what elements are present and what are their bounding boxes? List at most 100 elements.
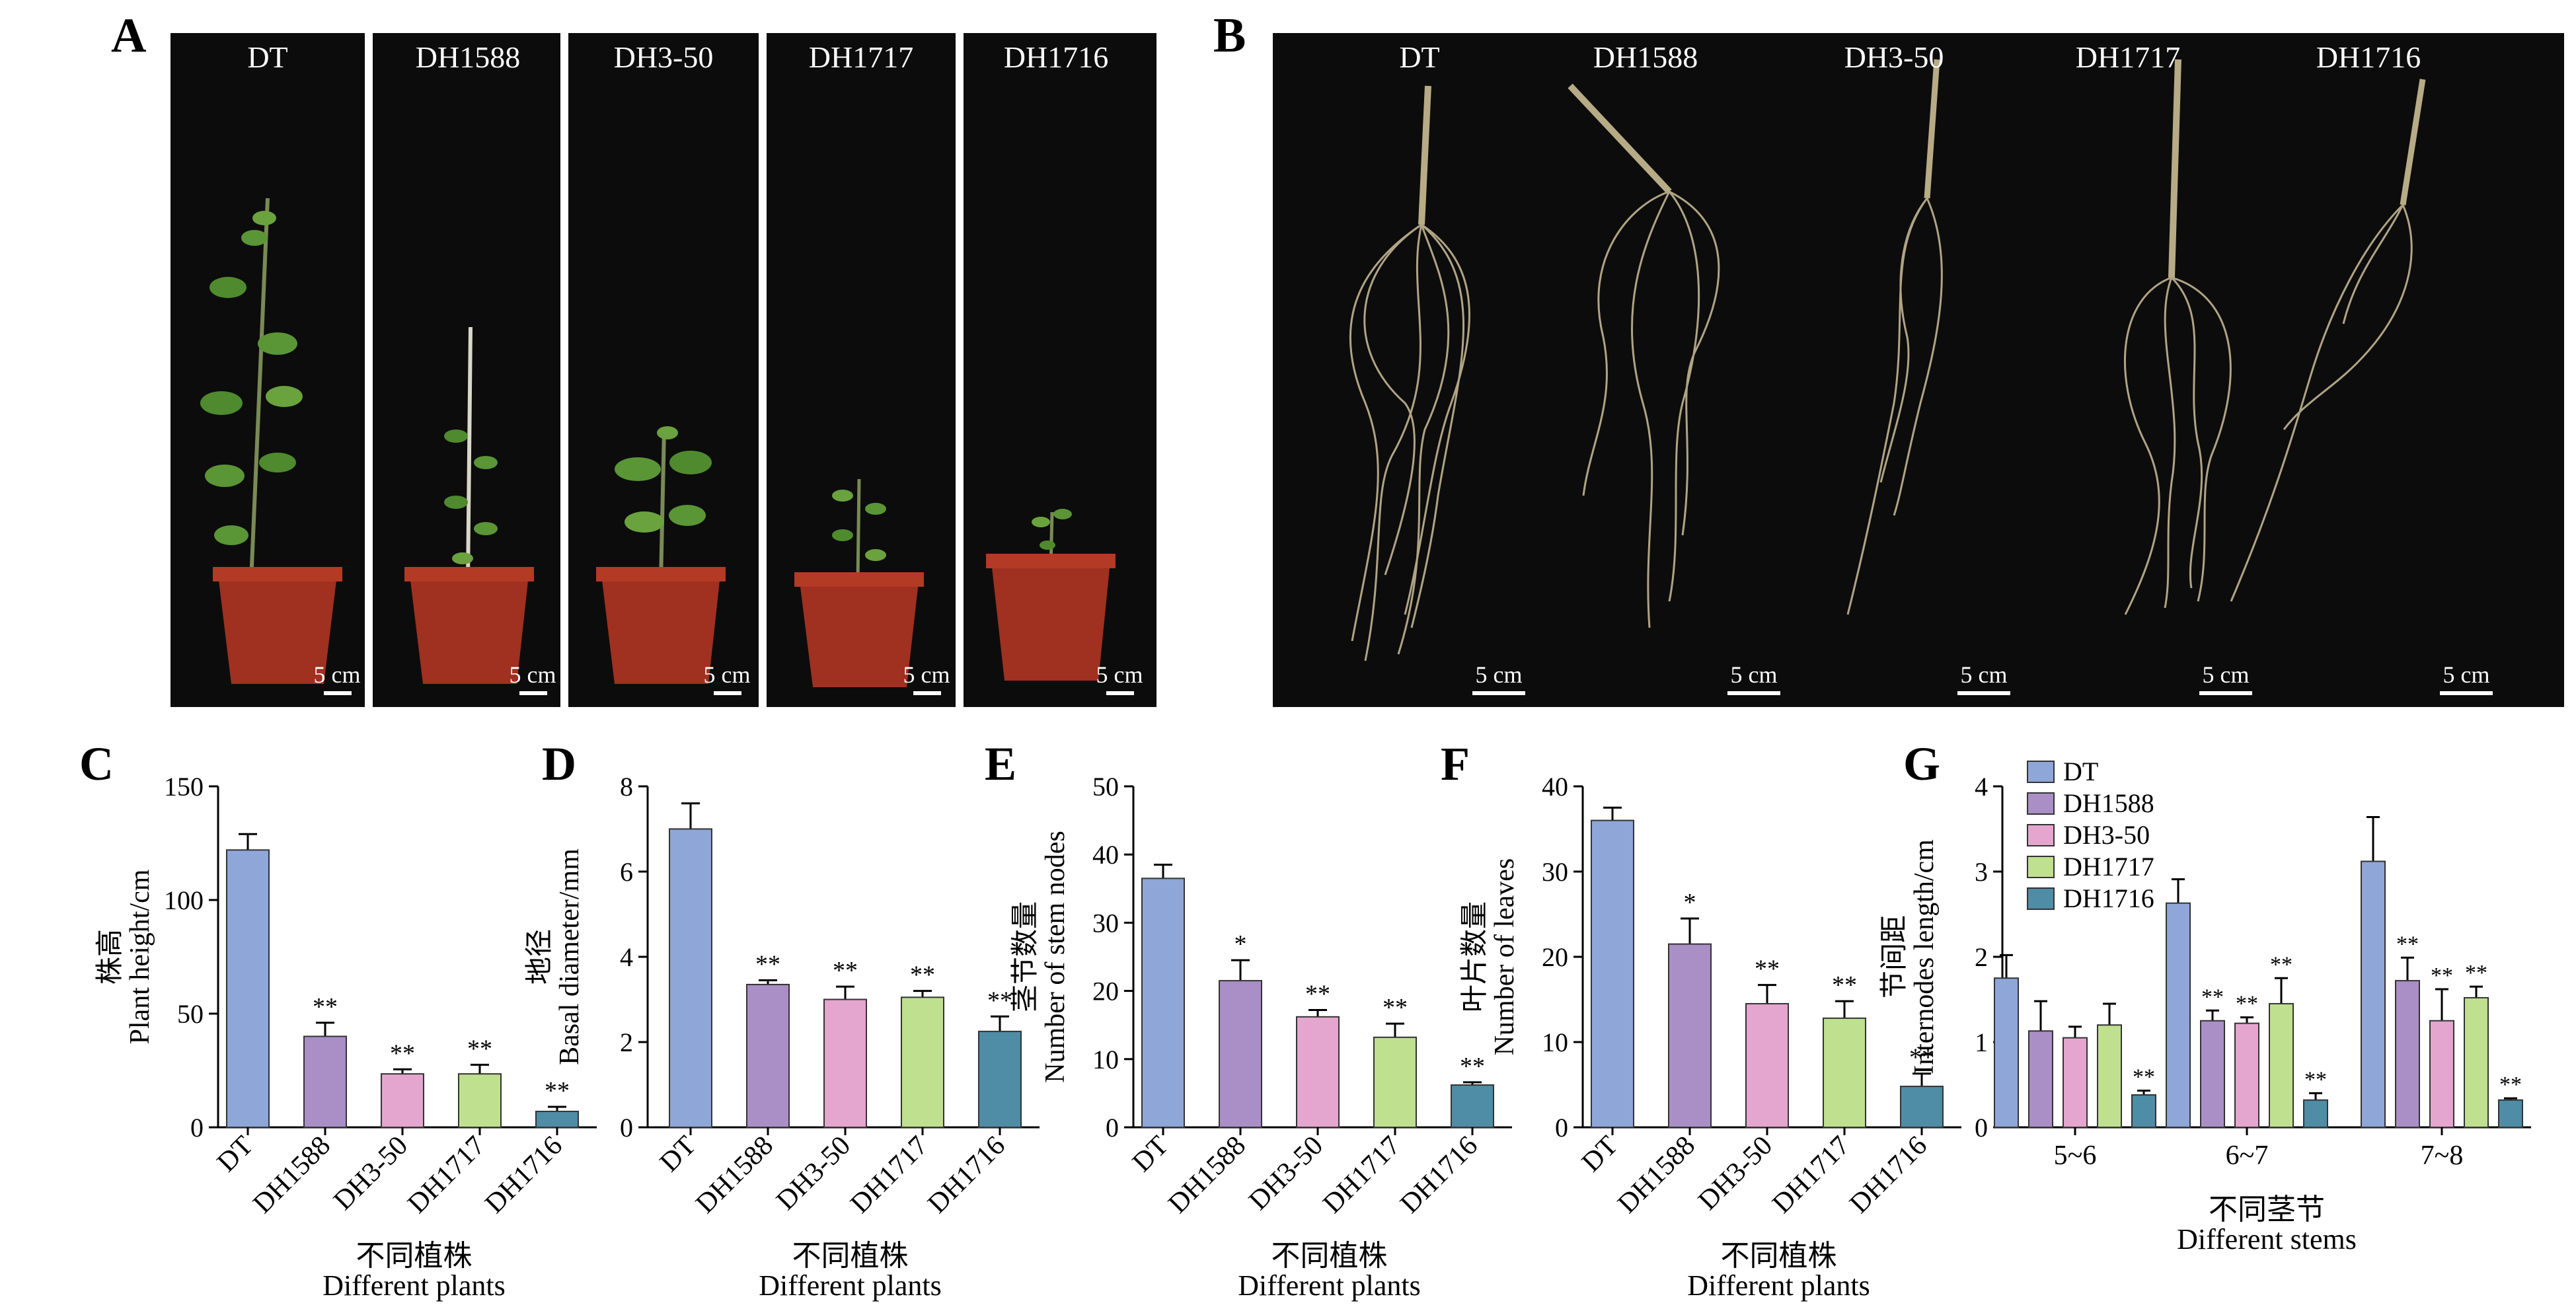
chart-g-bar-dh3-50 (2063, 1037, 2088, 1129)
chart-g-bar-dt (2166, 902, 2191, 1128)
scale-b-2: 5 cm (1730, 661, 1778, 688)
scale-a-5: 5 cm (1096, 661, 1143, 688)
chart-c-ytick-label: 50 (177, 999, 204, 1029)
chart-g-legend-label: DH1716 (2063, 883, 2154, 913)
panel-b-letter: B (1213, 9, 1246, 63)
chart-f-xtick-label: DT (1576, 1131, 1624, 1178)
chart-d-significance: ** (910, 961, 935, 989)
chart-g-xtick-label: 7~8 (2421, 1141, 2464, 1171)
scale-a-3: 5 cm (703, 661, 751, 688)
chart-c-ytick-label: 150 (164, 772, 204, 802)
chart-c-significance: ** (545, 1077, 570, 1105)
chart-f-xtick-label: DH3-50 (1692, 1131, 1778, 1217)
plant-photos (200, 198, 1116, 687)
chart-f-significance: * (1684, 889, 1696, 917)
root-photos (1349, 59, 2426, 661)
chart-c-xtick-label: DH1716 (479, 1131, 568, 1220)
chart-g-bar-dh1717 (2464, 996, 2489, 1129)
chart-d-significance: ** (833, 957, 858, 985)
chart-d-ytick-label: 6 (620, 857, 633, 887)
plant-dh1716 (986, 509, 1116, 681)
chart-g-significance: ** (2304, 1067, 2327, 1092)
chart-e-ytick-label: 50 (1092, 772, 1119, 802)
chart-d-ylabel-en: Basal diameter/mm (554, 848, 585, 1065)
photo-b-label-4: DH1717 (2075, 40, 2181, 74)
chart-g-xlabel-cn: 不同茎节 (2209, 1193, 2325, 1226)
chart-g-bar-dt (1994, 977, 2019, 1128)
chart-f-xtick-label: DH1588 (1612, 1131, 1701, 1220)
chart-d-significance: ** (755, 950, 780, 978)
chart-d-ytick-label: 8 (620, 772, 633, 802)
chart-g-legend-swatch-dt (2027, 761, 2055, 783)
chart-c-ylabel-en: Plant height/cm (125, 869, 155, 1044)
chart-c-xtick-label: DT (211, 1131, 259, 1178)
chart-g-legend-swatch-dh1716 (2027, 887, 2055, 910)
chart-d-xlabel-cn: 不同植株 (792, 1240, 909, 1272)
chart-e-ytick-label: 20 (1092, 977, 1119, 1006)
plant-dh1588 (404, 326, 534, 684)
chart-f-ytick-label: 0 (1555, 1113, 1568, 1142)
chart-g-bar-dh3-50 (2234, 1022, 2259, 1128)
chart-f-bar-dh1716 (1900, 1086, 1944, 1128)
chart-g-legend-swatch-dh3-50 (2027, 824, 2055, 846)
chart-e-xtick-label: DH3-50 (1243, 1131, 1329, 1217)
chart-g-bar-dh1588 (2200, 1020, 2225, 1128)
chart-e-xtick-label: DH1588 (1162, 1131, 1252, 1220)
chart-e-xlabel-cn: 不同植株 (1271, 1240, 1388, 1272)
chart-c-significance: ** (467, 1035, 492, 1063)
panel-a-letter: A (111, 9, 147, 63)
photo-b-label-2: DH1588 (1593, 40, 1698, 74)
chart-g-bar-dt (2361, 860, 2386, 1129)
chart-e-significance: ** (1383, 994, 1408, 1022)
chart-g-significance: ** (2133, 1065, 2155, 1090)
chart-g-xtick-label: 6~7 (2226, 1141, 2269, 1171)
chart-e-ytick-label: 10 (1092, 1045, 1119, 1074)
chart-g-bar-dh1716 (2303, 1099, 2328, 1128)
chart-e-significance: ** (1460, 1053, 1485, 1080)
photo-a-label-5: DH1716 (1003, 40, 1109, 74)
chart-d-ylabel-cn: 地径 (525, 929, 555, 985)
photo-b-label-1: DT (1399, 40, 1440, 74)
chart-g-legend-swatch-dh1717 (2027, 856, 2055, 878)
photo-a-label-1: DT (247, 40, 288, 74)
photo-a-label-2: DH1588 (415, 40, 521, 74)
chart-g-ytick-label: 2 (1975, 942, 1988, 972)
chart-d-bar-dh1588 (746, 983, 790, 1129)
chart-f-ytick-label: 40 (1542, 772, 1568, 802)
chart-e-ytick-label: 0 (1106, 1113, 1119, 1142)
scale-a-1: 5 cm (313, 661, 361, 688)
scale-b-1: 5 cm (1475, 661, 1523, 688)
photo-b-label-5: DH1716 (2316, 40, 2421, 74)
chart-c-bar-dh1716 (535, 1110, 579, 1129)
chart-e-significance: ** (1305, 980, 1330, 1008)
chart-f-bar-dh3-50 (1745, 1002, 1789, 1128)
chart-d-xlabel-en: Different plants (759, 1269, 942, 1302)
chart-g-ylabel-en: Internodes length/cm (1909, 839, 1940, 1074)
chart-g-significance: ** (2236, 992, 2258, 1016)
photo-a-label-4: DH1717 (808, 40, 914, 74)
photo-a-label-3: DH3-50 (613, 40, 714, 74)
chart-e-ytick-label: 30 (1092, 908, 1119, 938)
plant-dt (200, 198, 342, 684)
roots-dh1717 (2123, 59, 2232, 615)
chart-g-significance: ** (2465, 961, 2487, 985)
chart-f-ylabel-cn: 叶片数量 (1460, 901, 1490, 1012)
chart-g-significance: ** (2201, 985, 2224, 1009)
chart-g-bar-dh1588 (2028, 1030, 2053, 1128)
scale-b-3: 5 cm (1960, 661, 2008, 688)
roots-dt (1349, 85, 1470, 661)
chart-c-xtick-label: DH3-50 (328, 1131, 414, 1217)
chart-e-ytick-label: 40 (1092, 840, 1119, 870)
chart-e-xtick-label: DH1716 (1394, 1131, 1484, 1220)
chart-d-xtick-label: DH1588 (690, 1131, 779, 1220)
chart-f-significance: ** (1909, 1044, 1934, 1072)
chart-c-xlabel-cn: 不同植株 (356, 1240, 473, 1272)
chart-e-bar-dh1716 (1451, 1084, 1494, 1128)
chart-c-bar-dh1717 (458, 1073, 502, 1129)
chart-f-ytick-label: 30 (1542, 857, 1568, 887)
chart-f-ylabel-en: Number of leaves (1490, 858, 1520, 1056)
chart-f-bar-dt (1591, 819, 1634, 1128)
chart-c-significance: ** (313, 993, 338, 1021)
chart-c-xlabel-en: Different plants (322, 1269, 506, 1302)
